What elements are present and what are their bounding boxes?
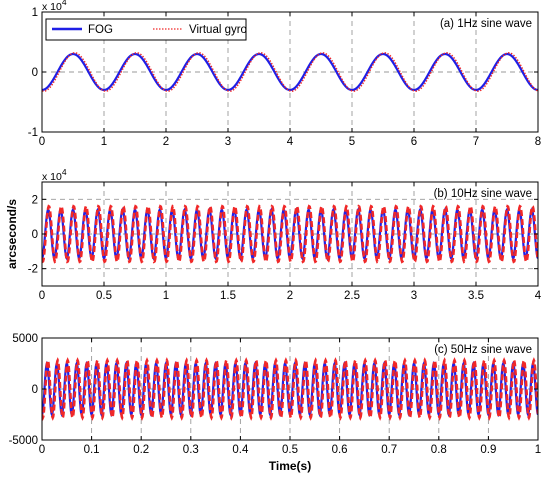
series-line-2 (42, 52, 538, 92)
legend: FOG Virtual gyro (45, 18, 247, 41)
chart-panel-3: 0 0.1 0.2 0.3 0.4 0.5 0.6 0.7 0.8 0.9 1-500005000(… (9, 333, 542, 473)
x-tick-label: 0.9 (480, 444, 496, 456)
legend-label: FOG (88, 24, 113, 36)
x-tick-label: 0.5 (282, 444, 298, 456)
x-tick-label: 0.7 (381, 444, 397, 456)
x-axis-label: Time(s) (269, 459, 311, 473)
x-tick-label: 2 (287, 290, 293, 302)
exponent-base: x 10 (42, 1, 62, 13)
x-tick-label: 0.3 (183, 444, 199, 456)
x-tick-label: 4 (287, 136, 294, 148)
x-tick-label: 1 (163, 290, 169, 302)
x-tick-label: 0.5 (96, 290, 112, 302)
y-tick-label: -1 (28, 127, 38, 139)
x-tick-label: 0.2 (133, 444, 149, 456)
x-tick-label: 0.6 (332, 444, 348, 456)
chart-annotation: (a) 1Hz sine wave (440, 18, 532, 30)
y-tick-label: -2 (28, 264, 38, 276)
x-tick-label: 2 (163, 136, 169, 148)
exponent-power: 4 (62, 167, 67, 177)
y-tick-label: -5000 (9, 435, 38, 447)
x-tick-label: 1 (535, 444, 541, 456)
chart-annotation: (c) 50Hz sine wave (434, 344, 532, 356)
x-tick-label: 0 (39, 290, 45, 302)
x-tick-label: 7 (473, 136, 479, 148)
axis-exponent: x 104 (42, 0, 67, 13)
axis-exponent: x 104 (42, 167, 67, 183)
x-tick-label: 3.5 (468, 290, 484, 302)
x-tick-label: 3 (225, 136, 231, 148)
series-line-2 (42, 204, 538, 264)
y-tick-label: 2 (32, 194, 38, 206)
x-tick-label: 4 (535, 290, 542, 302)
series-line-1 (42, 52, 538, 92)
chart-annotation: (b) 10Hz sine wave (434, 188, 532, 200)
x-tick-label: 6 (411, 136, 417, 148)
exponent-base: x 10 (42, 171, 62, 183)
series-line-2 (42, 357, 538, 421)
x-tick-label: 0 (39, 444, 45, 456)
y-tick-label: 0 (32, 384, 38, 396)
x-tick-label: 3 (411, 290, 417, 302)
y-tick-label: 1 (32, 7, 38, 19)
y-tick-label: 5000 (12, 333, 38, 345)
x-tick-label: 1.5 (220, 290, 236, 302)
x-tick-label: 0.4 (232, 444, 249, 456)
y-tick-label: 0 (32, 67, 38, 79)
x-tick-label: 2.5 (344, 290, 360, 302)
legend-label: Virtual gyro (189, 24, 247, 36)
x-tick-label: 0.8 (431, 444, 447, 456)
exponent-power: 4 (62, 0, 67, 7)
y-tick-label: 0 (32, 229, 38, 241)
x-tick-label: 1 (101, 136, 107, 148)
x-tick-label: 0.1 (84, 444, 100, 456)
y-axis-label: arcsecond/s (5, 199, 19, 269)
legend-box (45, 18, 247, 41)
x-tick-label: 0 (39, 136, 45, 148)
x-tick-label: 8 (535, 136, 541, 148)
x-tick-label: 5 (349, 136, 355, 148)
